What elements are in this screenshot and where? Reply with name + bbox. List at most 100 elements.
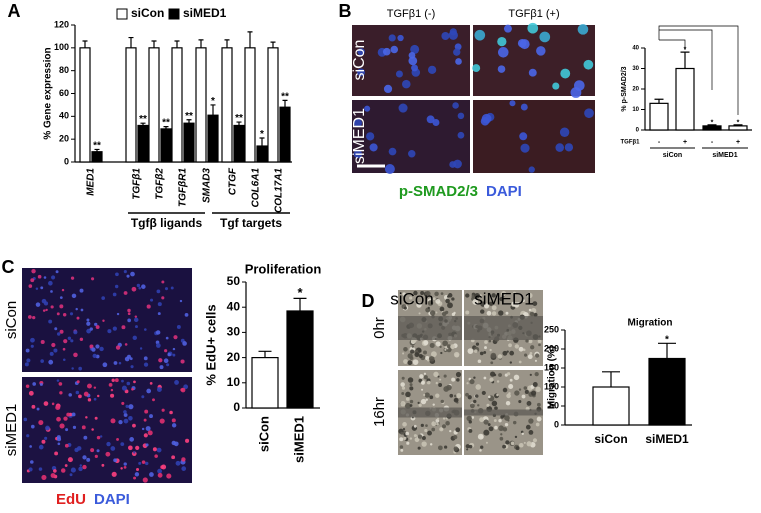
- cell: [125, 404, 129, 408]
- bar: [592, 386, 630, 426]
- micrograph: [473, 100, 595, 173]
- cell: [67, 336, 72, 341]
- cell: [146, 388, 152, 394]
- cell: [390, 45, 399, 54]
- cell: [28, 390, 34, 396]
- cell: [61, 288, 65, 292]
- cell: [424, 392, 430, 398]
- cell: [56, 332, 61, 336]
- cell: [93, 397, 97, 401]
- cell: [41, 474, 47, 481]
- error-bar: [247, 31, 253, 48]
- cell: [40, 359, 44, 363]
- image-bg: [22, 268, 192, 372]
- error-bar: [258, 350, 272, 358]
- cell: [429, 395, 434, 400]
- cell: [430, 351, 437, 358]
- cell: [171, 418, 176, 423]
- cell: [479, 449, 482, 452]
- cell: [62, 347, 66, 351]
- cell: [414, 437, 420, 443]
- cell: [43, 301, 49, 306]
- error-bar: [270, 41, 276, 48]
- cell: [446, 295, 450, 298]
- cell: [135, 445, 140, 450]
- bar: [79, 47, 91, 163]
- panel-letter: C: [2, 257, 15, 277]
- cell: [467, 395, 472, 400]
- cell: [44, 436, 48, 440]
- y-tick-label: 100: [54, 42, 69, 52]
- cell: [446, 384, 452, 391]
- cell: [518, 388, 522, 391]
- y-axis-label: % p-SMAD2/3: [621, 66, 628, 111]
- cell: [529, 351, 533, 355]
- cell: [112, 326, 117, 331]
- cell: [429, 443, 433, 446]
- x-tick-label: -: [658, 139, 661, 146]
- cell: [166, 473, 172, 479]
- y-tick-label: 40: [59, 111, 69, 121]
- cell: [427, 65, 437, 74]
- cell: [490, 361, 494, 365]
- cell: [509, 350, 515, 356]
- y-tick-label: 40: [632, 46, 639, 52]
- cell: [110, 393, 115, 398]
- cell: [480, 309, 485, 314]
- y-tick-label: 150: [544, 362, 559, 372]
- cell: [483, 376, 487, 380]
- cell: [412, 359, 419, 366]
- cell: [82, 455, 87, 460]
- cell: [532, 438, 538, 443]
- cell: [514, 390, 520, 396]
- cell: [124, 356, 130, 362]
- cell: [134, 472, 140, 477]
- cell: [366, 132, 375, 141]
- cell: [59, 304, 64, 309]
- cell: [469, 403, 475, 409]
- cell: [86, 318, 90, 322]
- cell: [402, 422, 407, 427]
- cell: [397, 34, 404, 42]
- cell: [538, 343, 541, 347]
- cell: [439, 378, 442, 381]
- error-bar: [174, 40, 180, 48]
- cell: [468, 444, 473, 449]
- legend-label: siMED1: [183, 6, 227, 20]
- cell: [32, 316, 36, 320]
- cell: [93, 386, 97, 389]
- cell: [497, 36, 507, 47]
- cell: [105, 451, 111, 457]
- cell: [453, 446, 459, 451]
- row-label: siCon: [3, 301, 20, 339]
- cell: [90, 448, 95, 453]
- cell: [450, 344, 456, 350]
- error-bar: [151, 40, 157, 48]
- significance: **: [185, 111, 193, 122]
- cell: [400, 382, 405, 387]
- cell: [157, 302, 162, 307]
- cell: [48, 359, 54, 365]
- cell: [159, 365, 164, 370]
- cell: [425, 290, 431, 297]
- micrograph: [352, 100, 470, 175]
- bar: [649, 102, 669, 131]
- cell: [149, 381, 153, 385]
- cell: [131, 387, 134, 391]
- cell: [452, 102, 459, 109]
- x-tick-label: +: [683, 139, 687, 146]
- cell: [416, 302, 422, 308]
- cell: [138, 461, 142, 465]
- cell: [518, 346, 524, 352]
- cell: [71, 367, 74, 370]
- cell: [164, 349, 168, 353]
- cell: [172, 347, 176, 351]
- cell: [502, 387, 508, 393]
- bar: [171, 47, 183, 163]
- cell: [108, 383, 113, 387]
- y-tick-label: 30: [632, 66, 639, 72]
- cell: [440, 399, 445, 404]
- cell: [528, 430, 534, 435]
- cell: [170, 286, 174, 290]
- x-axis-label: TGFβ1: [621, 140, 641, 146]
